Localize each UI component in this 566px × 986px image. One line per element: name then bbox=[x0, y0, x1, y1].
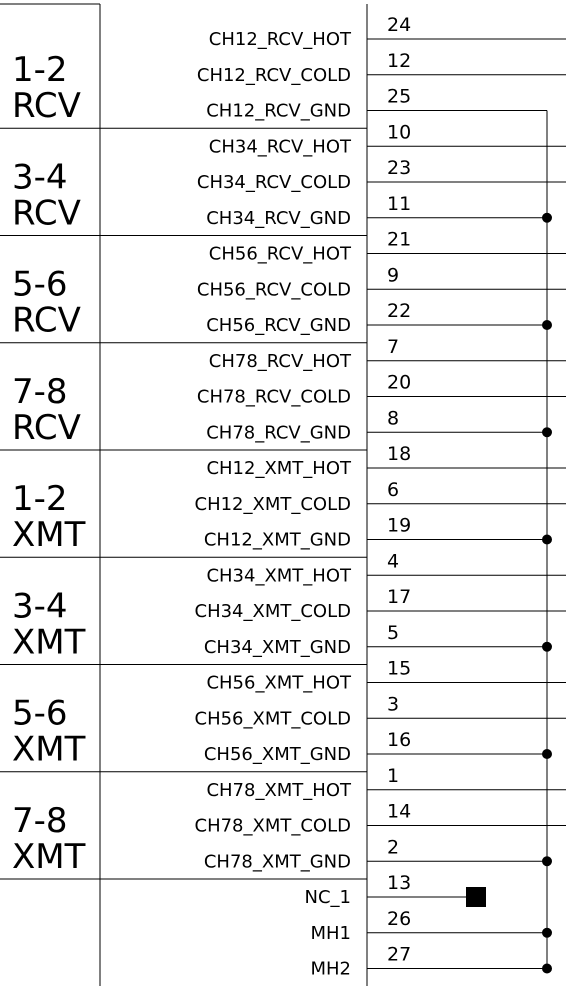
group-type: RCV bbox=[12, 408, 81, 448]
group-type: RCV bbox=[12, 86, 81, 126]
pin-number: 6 bbox=[387, 479, 399, 501]
pin-number: 24 bbox=[387, 14, 411, 36]
pin-number: 9 bbox=[387, 264, 399, 286]
signal-name: CH12_RCV_HOT bbox=[209, 29, 352, 50]
signal-name: CH12_RCV_COLD bbox=[197, 65, 351, 86]
group-number: 1-2 bbox=[12, 50, 68, 90]
pin-number: 19 bbox=[387, 515, 411, 537]
signal-name: CH12_XMT_COLD bbox=[195, 494, 352, 515]
signal-name: CH34_XMT_COLD bbox=[195, 601, 352, 622]
signal-name: CH56_RCV_GND bbox=[206, 315, 351, 336]
group-type: RCV bbox=[12, 301, 81, 341]
pin-number: 12 bbox=[387, 50, 411, 72]
group-type: RCV bbox=[12, 193, 81, 233]
pin-number: 8 bbox=[387, 407, 399, 429]
pin-number: 4 bbox=[387, 550, 399, 572]
signal-name: CH12_XMT_HOT bbox=[206, 458, 352, 479]
pin-number: 7 bbox=[387, 336, 399, 358]
group-number: 5-6 bbox=[12, 265, 68, 305]
signal-name: CH78_RCV_HOT bbox=[209, 351, 352, 372]
signal-name: MH1 bbox=[310, 923, 351, 944]
signal-name: CH56_XMT_HOT bbox=[206, 673, 352, 694]
group-number: 7-8 bbox=[12, 801, 68, 841]
pin-number: 21 bbox=[387, 229, 411, 251]
signal-name: CH56_RCV_HOT bbox=[209, 244, 352, 265]
group-number: 3-4 bbox=[12, 586, 68, 626]
signal-name: CH34_XMT_GND bbox=[204, 637, 351, 658]
signal-name: CH78_XMT_COLD bbox=[195, 816, 352, 837]
group-type: XMT bbox=[12, 622, 86, 662]
signal-name: CH78_XMT_HOT bbox=[206, 780, 352, 801]
group-type: XMT bbox=[12, 515, 86, 555]
pin-number: 23 bbox=[387, 157, 411, 179]
pin-number: 2 bbox=[387, 836, 399, 858]
signal-name: CH78_XMT_GND bbox=[204, 851, 351, 872]
pin-number: 14 bbox=[387, 801, 411, 823]
pin-number: 10 bbox=[387, 121, 411, 143]
pin-number: 20 bbox=[387, 372, 411, 394]
signal-name: CH12_RCV_GND bbox=[206, 101, 351, 122]
signal-name: CH56_XMT_GND bbox=[204, 744, 351, 765]
pin-number: 5 bbox=[387, 622, 399, 644]
pin-number: 27 bbox=[387, 944, 411, 966]
signal-name: NC_1 bbox=[305, 887, 352, 908]
no-connect-marker bbox=[466, 887, 486, 907]
pin-number: 3 bbox=[387, 693, 399, 715]
pin-number: 11 bbox=[387, 193, 411, 215]
pin-number: 18 bbox=[387, 443, 411, 465]
pin-number: 26 bbox=[387, 908, 411, 930]
signal-name: CH34_RCV_COLD bbox=[197, 172, 351, 193]
signal-name: CH56_RCV_COLD bbox=[197, 279, 351, 300]
pin-number: 17 bbox=[387, 586, 411, 608]
signal-name: CH12_XMT_GND bbox=[204, 530, 351, 551]
signal-name: CH34_RCV_HOT bbox=[209, 136, 352, 157]
signal-name: CH34_RCV_GND bbox=[206, 208, 351, 229]
pin-number: 15 bbox=[387, 658, 411, 680]
pin-number: 13 bbox=[387, 872, 411, 894]
group-number: 3-4 bbox=[12, 157, 68, 197]
pin-number: 1 bbox=[387, 765, 399, 787]
group-number: 5-6 bbox=[12, 694, 68, 734]
group-number: 1-2 bbox=[12, 479, 68, 519]
pin-number: 22 bbox=[387, 300, 411, 322]
signal-name: CH78_RCV_COLD bbox=[197, 387, 351, 408]
signal-name: CH78_RCV_GND bbox=[206, 422, 351, 443]
signal-name: CH56_XMT_COLD bbox=[195, 708, 352, 729]
pin-number: 25 bbox=[387, 86, 411, 108]
group-number: 7-8 bbox=[12, 372, 68, 412]
pin-number: 16 bbox=[387, 729, 411, 751]
group-type: XMT bbox=[12, 837, 86, 877]
group-type: XMT bbox=[12, 730, 86, 770]
signal-name: MH2 bbox=[310, 959, 351, 980]
signal-name: CH34_XMT_HOT bbox=[206, 565, 352, 586]
